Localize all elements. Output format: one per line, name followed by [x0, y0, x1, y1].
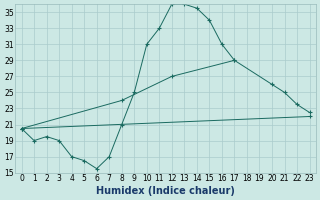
X-axis label: Humidex (Indice chaleur): Humidex (Indice chaleur) [96, 186, 235, 196]
